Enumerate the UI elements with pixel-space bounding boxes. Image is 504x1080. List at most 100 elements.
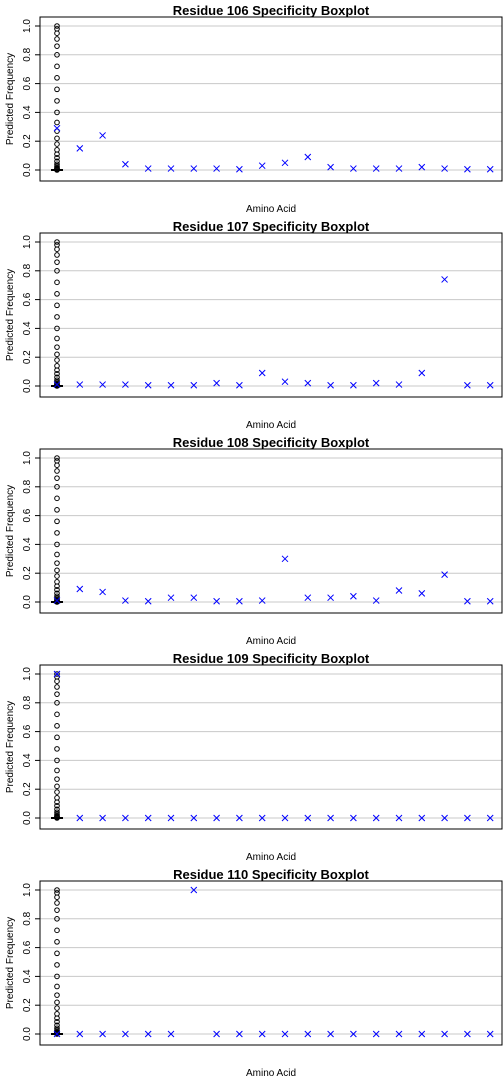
outlier-point (54, 335, 60, 342)
x-axis-label: Amino Acid (246, 852, 296, 863)
x-marker-stroke (122, 160, 129, 168)
outlier-point (54, 795, 60, 801)
y-tick-label: 0.8 (22, 911, 33, 925)
outlier-point (54, 671, 60, 677)
x-marker (464, 381, 471, 389)
x-marker (304, 814, 312, 822)
x-marker (441, 571, 448, 578)
x-marker (236, 597, 243, 605)
outlier-point (54, 939, 60, 945)
x-marker-stroke (144, 597, 152, 605)
x-marker-stroke (167, 1030, 175, 1038)
y-tick-label: 0.4 (22, 105, 33, 119)
x-marker (441, 814, 448, 822)
outlier-point (54, 593, 60, 600)
outlier-point (54, 916, 60, 922)
x-marker (213, 597, 220, 605)
x-marker (418, 1030, 426, 1038)
x-marker-stroke (464, 165, 471, 173)
x-marker (395, 587, 403, 594)
y-tick-label: 0.8 (22, 263, 33, 277)
outlier-point (54, 458, 60, 464)
outlier-point (54, 999, 60, 1006)
x-axis-label: Amino Acid (246, 636, 296, 647)
x-marker (395, 1030, 403, 1038)
outlier-point (54, 484, 60, 490)
outlier-point (54, 983, 60, 990)
x-marker-stroke (53, 670, 61, 678)
x-marker (190, 165, 198, 172)
x-marker (464, 165, 471, 173)
outlier-point (54, 291, 60, 297)
chart-panel: Residue 106 Specificity Boxplot 0.0 0.2 0.4… (5, 3, 503, 215)
x-marker-stroke (372, 165, 380, 172)
x-marker-stroke (213, 597, 220, 605)
x-marker-stroke (258, 369, 266, 377)
x-marker-stroke (441, 814, 448, 822)
x-marker-stroke (53, 124, 61, 132)
x-marker-stroke (486, 814, 494, 822)
x-marker-stroke (441, 1030, 448, 1038)
x-marker-stroke (372, 597, 380, 604)
outlier-point (54, 302, 60, 309)
x-marker-stroke (144, 814, 152, 822)
outlier-point (54, 377, 60, 384)
x-marker-stroke (76, 814, 84, 822)
x-marker (167, 381, 175, 389)
x-marker (53, 1030, 61, 1038)
x-marker-stroke (418, 814, 426, 822)
x-marker-stroke (144, 1030, 152, 1038)
chart-panel: Residue 109 Specificity Boxplot 0.0 0.2 0.4… (5, 651, 503, 863)
outlier-point (54, 734, 60, 741)
outlier-point (54, 109, 60, 116)
x-marker-stroke (441, 276, 448, 283)
chart-panel: Residue 107 Specificity Boxplot 0.0 0.2 0.4… (5, 219, 503, 431)
outlier-point (54, 530, 60, 536)
y-tick-label: 0.6 (22, 292, 33, 306)
x-marker-stroke (99, 132, 106, 139)
outlier-point (54, 757, 60, 764)
outlier-point (54, 242, 60, 248)
x-marker-stroke (350, 592, 357, 600)
x-marker (53, 124, 61, 132)
x-marker (395, 381, 403, 388)
x-marker (281, 814, 289, 822)
x-marker-stroke (190, 814, 198, 822)
outlier-point (54, 809, 60, 816)
outlier-point (54, 551, 60, 558)
x-marker (486, 1030, 494, 1038)
x-marker-stroke (76, 1030, 84, 1038)
x-marker (236, 814, 243, 822)
x-marker (395, 814, 403, 822)
x-marker (213, 165, 220, 172)
x-marker (281, 1030, 289, 1038)
x-marker-stroke (76, 145, 84, 152)
x-marker (144, 597, 152, 605)
x-marker (190, 381, 198, 389)
x-marker-stroke (486, 381, 494, 389)
x-marker-stroke (327, 814, 334, 822)
x-marker (418, 163, 426, 171)
x-marker-stroke (190, 165, 198, 172)
chart-title: Residue 108 Specificity Boxplot (173, 435, 370, 450)
outlier-point (54, 325, 60, 332)
plot-frame (39, 448, 503, 614)
x-marker (190, 886, 198, 894)
x-marker (167, 165, 175, 172)
y-tick-label: 0.8 (22, 695, 33, 709)
outlier-point (54, 700, 60, 706)
x-marker (190, 594, 198, 602)
outlier-point (54, 135, 60, 142)
x-marker (372, 379, 380, 387)
x-marker (53, 670, 61, 678)
x-marker (122, 814, 129, 822)
outlier-point (54, 259, 60, 265)
x-marker-stroke (486, 1030, 494, 1038)
x-marker-stroke (53, 597, 61, 604)
outlier-point (54, 161, 60, 168)
outlier-point (54, 890, 60, 896)
x-marker-stroke (167, 594, 175, 602)
x-marker-stroke (144, 165, 152, 172)
x-marker-stroke (258, 814, 266, 822)
x-marker-stroke (236, 814, 243, 822)
